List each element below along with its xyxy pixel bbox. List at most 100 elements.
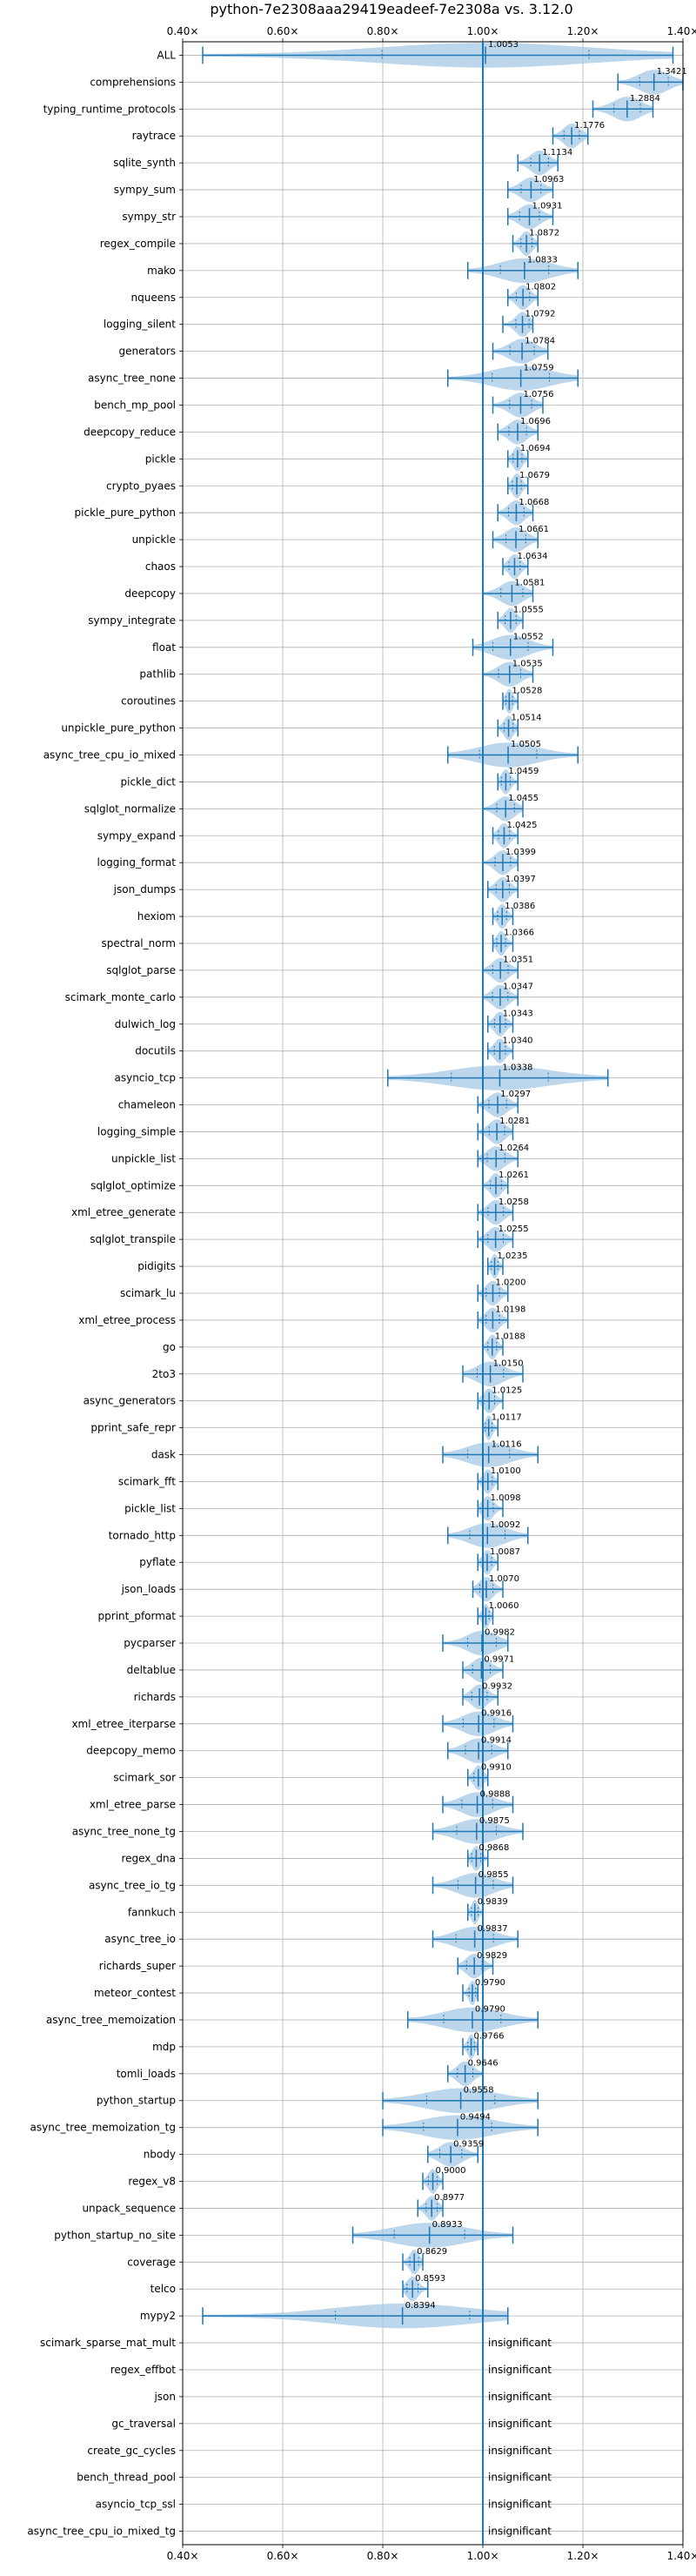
y-tick-label: chameleon [118,1099,176,1111]
insignificant-label: insignificant [488,2337,552,2349]
y-tick-label: 2to3 [152,1368,176,1380]
x-tick-label-bottom: 1.40× [667,2550,696,2562]
y-tick-label: richards [134,1691,176,1703]
plot-frame [182,41,684,2546]
y-tick-label: unpickle_pure_python [61,722,176,735]
x-tick-label-bottom: 0.40× [167,2550,199,2562]
y-tick-label: generators [118,345,176,358]
value-label: 0.9558 [464,2085,494,2095]
y-tick-label: pickle_pure_python [75,506,176,519]
value-label: 1.0235 [498,1251,528,1261]
y-tick-label: nqueens [131,292,176,304]
value-label: 1.0261 [499,1171,529,1180]
y-tick-label: create_gc_cycles [87,2445,176,2457]
axes: 0.40× 0.40× 0.60× 0.60× 0.80× 0.80× 1.00× 1.00×… [27,25,696,2562]
y-tick-label: xml_etree_process [78,1314,176,1326]
y-tick-label: sympy_expand [97,829,176,842]
y-tick-label: go [163,1341,176,1353]
value-label: 0.9855 [478,1870,509,1880]
value-label: 0.8629 [417,2247,447,2257]
y-tick-label: async_tree_none_tg [72,1825,176,1837]
value-label: 1.0188 [495,1332,525,1342]
value-label: 0.9839 [478,1897,508,1907]
value-label: 0.9000 [436,2166,466,2176]
value-label: 0.9766 [474,2032,505,2042]
value-label: 0.9646 [468,2059,499,2069]
value-label: 1.0281 [499,1117,530,1126]
value-label: 1.0070 [489,1574,519,1584]
value-label: 0.8394 [405,2301,436,2311]
y-tick-label: async_tree_io_tg [89,1879,176,1891]
y-tick-label: pprint_safe_repr [90,1422,176,1434]
value-label: 1.0784 [525,336,555,345]
y-tick-label: unpickle [132,533,176,546]
value-label: 1.0397 [505,875,536,884]
y-tick-label: richards_super [99,1960,176,1972]
y-tick-label: pathlib [139,668,176,681]
y-tick-label: unpickle_list [111,1152,176,1164]
value-label: 0.9790 [475,2005,505,2015]
y-tick-label: sqlglot_transpile [90,1233,176,1245]
y-tick-label: deepcopy_memo [86,1745,176,1757]
x-tick-label-top: 0.80× [367,25,399,37]
value-label: 1.3421 [657,67,687,77]
insignificant-label: insignificant [488,2499,552,2511]
value-label: 1.0351 [503,956,533,965]
y-tick-label: asyncio_tcp_ssl [96,2499,176,2511]
y-tick-label: ALL [157,49,176,61]
y-tick-label: hexiom [137,910,176,922]
y-tick-label: bench_thread_pool [77,2472,176,2484]
value-label: 0.9982 [485,1628,515,1638]
value-label: 1.0258 [499,1197,529,1207]
value-label: 1.0759 [524,363,554,372]
value-label: 1.0552 [513,633,544,642]
y-tick-label: json_loads [121,1583,176,1595]
value-label: 1.0150 [493,1358,524,1368]
y-tick-label: pycparser [124,1637,176,1649]
y-tick-label: pickle [145,453,176,465]
insignificant-label: insignificant [488,2472,552,2484]
value-label: 1.0347 [503,983,533,992]
value-label: 1.0060 [488,1601,519,1611]
y-tick-label: tomli_loads [117,2068,176,2080]
value-label: 1.0425 [506,821,537,830]
y-tick-label: async_tree_cpu_io_mixed_tg [27,2526,176,2538]
value-label: 1.0366 [504,929,534,938]
y-tick-label: typing_runtime_protocols [44,103,176,115]
y-tick-label: pickle_dict [121,775,177,788]
x-tick-label-top: 1.00× [467,25,499,37]
y-tick-label: chaos [145,560,176,573]
y-tick-label: sympy_integrate [88,614,176,627]
value-label: 0.9837 [478,1924,508,1934]
value-label: 1.0255 [499,1224,529,1234]
y-tick-label: meteor_contest [94,1987,176,1999]
y-tick-label: coverage [127,2256,176,2268]
y-tick-label: scimark_sor [113,1772,176,1784]
value-label: 1.0338 [502,1063,532,1072]
y-tick-label: scimark_sparse_mat_mult [40,2337,176,2349]
value-label: 1.0100 [491,1466,521,1476]
value-label: 1.2884 [630,94,660,104]
y-tick-label: nbody [144,2149,176,2161]
value-label: 1.0756 [523,390,553,399]
value-label: 0.9359 [453,2139,484,2149]
y-tick-label: pprint_pformat [98,1610,177,1622]
value-label: 1.1134 [542,148,572,158]
violins [202,43,684,2329]
value-label: 0.9875 [479,1816,510,1826]
value-label: 1.1776 [574,121,605,131]
y-tick-label: sympy_sum [114,184,176,196]
value-label: 1.0053 [488,40,519,50]
value-label: 1.0125 [492,1385,522,1395]
y-tick-label: mako [147,265,176,277]
insignificant-label: insignificant [488,2418,552,2430]
value-label: 1.0198 [495,1305,525,1315]
value-label: 1.0696 [520,417,551,426]
y-tick-label: pickle_list [124,1502,176,1514]
value-label: 0.9494 [460,2112,491,2122]
value-label: 1.0116 [492,1439,522,1449]
x-tick-label-top: 1.40× [667,25,696,37]
value-label: 1.0386 [505,902,535,911]
y-tick-label: gc_traversal [111,2418,176,2430]
